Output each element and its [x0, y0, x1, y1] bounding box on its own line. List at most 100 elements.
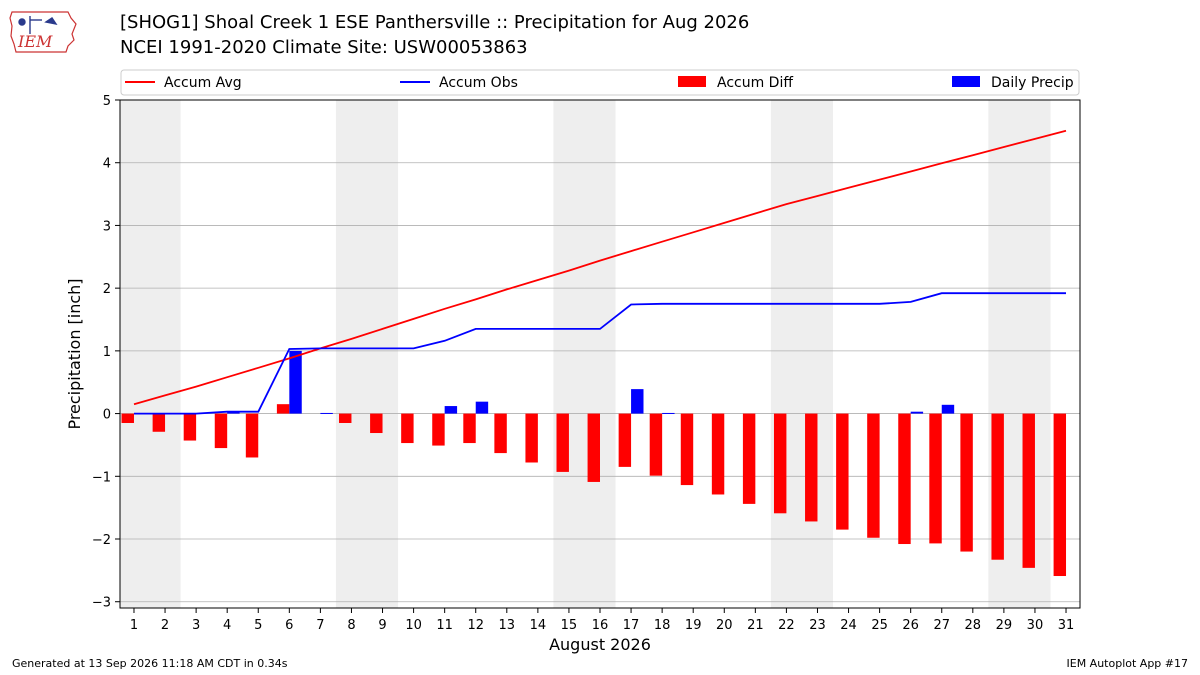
- x-tick-label: 9: [378, 618, 386, 633]
- series-lines: [133, 129, 1067, 415]
- weekend-band: [770, 100, 802, 608]
- accum-avg-line: [133, 129, 1067, 406]
- x-tick-label: 25: [871, 618, 888, 633]
- app-label: IEM Autoplot App #17: [1066, 657, 1189, 670]
- accum-diff-bar: [773, 413, 787, 514]
- y-tick-label: 1: [103, 345, 111, 360]
- daily-precip-bar: [475, 401, 489, 414]
- accum-diff-bar: [991, 413, 1004, 560]
- x-tick-label: 11: [436, 618, 453, 633]
- daily-precip-bar: [662, 412, 675, 414]
- x-tick-label: 22: [778, 618, 795, 633]
- accum-diff-bar: [867, 413, 880, 538]
- accum-diff-bar: [618, 413, 632, 467]
- accum-diff-bar: [339, 413, 352, 423]
- y-tick-label: −2: [92, 533, 111, 548]
- x-tick-label: 31: [1058, 618, 1075, 633]
- y-tick-label: 0: [103, 408, 111, 423]
- x-axis-label: August 2026: [549, 635, 651, 654]
- x-tick-label: 4: [223, 618, 231, 633]
- y-axis-label: Precipitation [inch]: [65, 278, 84, 429]
- x-tick-label: 21: [747, 618, 764, 633]
- accum-diff-bar: [1022, 413, 1035, 568]
- y-tick-label: −3: [92, 596, 111, 611]
- x-tick-label: 17: [623, 618, 640, 633]
- x-tick-label: 8: [347, 618, 355, 633]
- weekend-band: [553, 100, 585, 608]
- accum-diff-bar: [836, 413, 849, 530]
- x-tick-label: 27: [933, 618, 950, 633]
- daily-precip-bar: [227, 411, 240, 414]
- weekend-band: [149, 100, 181, 608]
- weekend-band: [120, 100, 150, 608]
- y-tick-label: 5: [103, 94, 111, 109]
- legend-swatch: [952, 76, 980, 87]
- iem-logo: IEM: [9, 11, 77, 53]
- x-tick-label: 16: [592, 618, 609, 633]
- bars: [121, 350, 1067, 577]
- x-tick-label: 10: [405, 618, 422, 633]
- chart-title: [SHOG1] Shoal Creek 1 ESE Panthersville …: [120, 12, 750, 33]
- daily-precip-bar: [941, 404, 955, 414]
- accum-obs-line: [134, 292, 1066, 415]
- x-tick-label: 20: [716, 618, 733, 633]
- logo-text: IEM: [17, 32, 53, 51]
- legend-label: Accum Diff: [717, 75, 793, 91]
- generated-timestamp: Generated at 13 Sep 2026 11:18 AM CDT in…: [12, 657, 288, 670]
- y-tick-label: 2: [103, 282, 111, 297]
- x-tick-label: 18: [654, 618, 671, 633]
- x-tick-label: 15: [561, 618, 578, 633]
- x-tick-label: 12: [467, 618, 484, 633]
- x-tick-label: 7: [316, 618, 324, 633]
- x-tick-label: 26: [902, 618, 919, 633]
- x-tick-label: 28: [965, 618, 982, 633]
- daily-precip-bar: [444, 406, 458, 414]
- x-tick-label: 19: [685, 618, 702, 633]
- daily-precip-bar: [320, 412, 333, 414]
- x-tick-label: 2: [161, 618, 169, 633]
- accum-diff-bar: [929, 413, 942, 544]
- x-tick-label: 13: [499, 618, 516, 633]
- legend-label: Daily Precip: [991, 75, 1074, 91]
- legend-swatch: [678, 76, 706, 87]
- accum-diff-bar: [183, 413, 197, 441]
- x-tick-label: 14: [530, 618, 547, 633]
- accum-diff-bar: [960, 413, 973, 552]
- accum-diff-bar: [432, 413, 445, 446]
- accum-diff-bar: [742, 413, 756, 504]
- weekend-band: [366, 100, 399, 608]
- x-tick-label: 1: [130, 618, 138, 633]
- weekend-band: [801, 100, 834, 608]
- accum-diff-bar: [463, 413, 476, 444]
- accum-diff-bar: [494, 413, 507, 454]
- accum-diff-bar: [525, 413, 538, 463]
- accum-diff-bar: [711, 413, 725, 495]
- weekend-band: [584, 100, 616, 608]
- x-tick-label: 6: [285, 618, 293, 633]
- legend-box: [120, 69, 1080, 96]
- y-tick-label: 4: [103, 157, 111, 172]
- accum-diff-bar: [401, 413, 414, 444]
- accum-diff-bar: [121, 413, 134, 423]
- accum-diff-bar: [898, 413, 911, 545]
- weekend-band: [335, 100, 367, 608]
- weather-station-icon: [18, 16, 58, 34]
- legend: Accum Avg Accum Obs Accum Diff Daily Precip: [120, 69, 1080, 96]
- daily-precip-bar: [289, 350, 302, 414]
- y-tick-label: 3: [103, 219, 111, 234]
- accum-diff-bar: [245, 413, 259, 458]
- daily-precip-bar: [910, 411, 924, 414]
- legend-label: Accum Obs: [439, 75, 518, 91]
- accum-diff-bar: [152, 413, 166, 432]
- accum-diff-bar: [556, 413, 569, 472]
- accum-diff-bar: [276, 404, 290, 414]
- weekend-shading: [120, 100, 1051, 608]
- legend-label: Accum Avg: [164, 75, 242, 91]
- accum-diff-bar: [680, 413, 694, 486]
- accum-diff-bar: [805, 413, 818, 522]
- iowa-outline-icon: [9, 11, 77, 53]
- accum-diff-bar: [587, 413, 600, 482]
- x-tick-label: 30: [1027, 618, 1044, 633]
- accum-diff-bar: [1053, 413, 1067, 577]
